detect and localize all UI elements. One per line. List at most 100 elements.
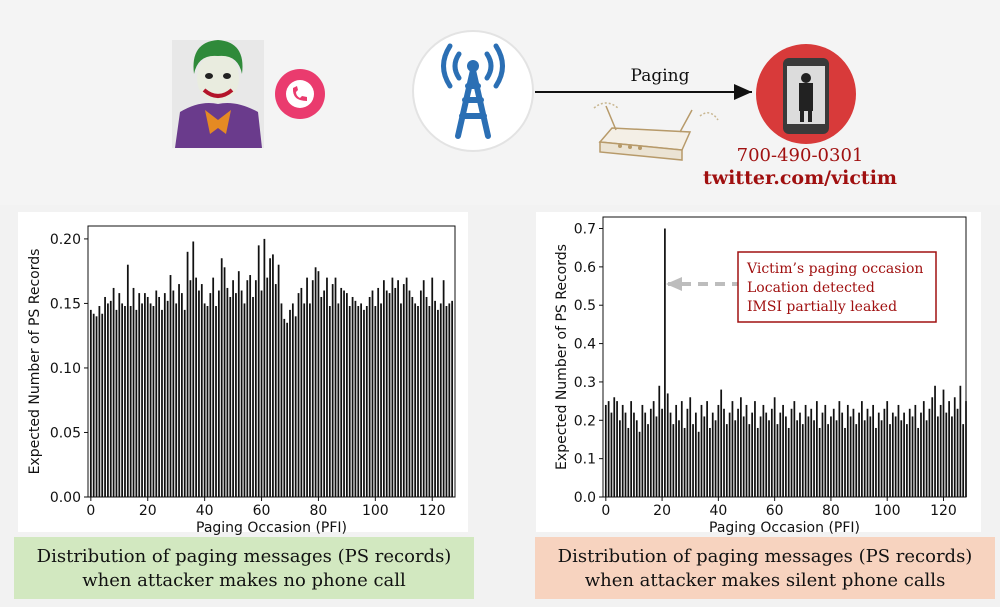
router-icon (593, 102, 719, 161)
left-chart-bar-120 (431, 277, 434, 497)
right-chart-bar-9 (630, 401, 633, 497)
right-chart-bar-13 (641, 404, 644, 497)
left-chart-bar-23 (155, 290, 158, 497)
left-chart-bar-46 (220, 258, 223, 497)
left-chart-bar-70 (289, 309, 291, 497)
annotation-line-2: Location detected (747, 280, 875, 296)
victim-phone-icon (756, 44, 856, 144)
right-chart-xtick-label-60: 60 (766, 503, 784, 519)
left-chart-bar-82 (323, 290, 326, 497)
left-chart-bar-56 (249, 275, 252, 497)
left-chart-bar-107 (394, 287, 397, 497)
left-chart-bar-44 (215, 306, 217, 497)
left-chart-bar-18 (141, 303, 143, 497)
right-chart-bar-115 (928, 408, 931, 497)
left-chart-bar-97 (365, 306, 368, 497)
right-chart-bar-83 (838, 401, 841, 497)
right-chart-bar-17 (652, 401, 655, 497)
right-chart-bar-18 (655, 416, 658, 497)
right-chart-bar-55 (759, 416, 762, 497)
left-chart-ytick-label-1: 0.05 (50, 425, 81, 441)
right-chart-bar-120 (942, 389, 945, 497)
left-chart-xtick-label-20: 20 (139, 503, 157, 519)
right-chart-bar-25 (675, 404, 678, 497)
right-chart-bar-118 (936, 416, 939, 497)
left-chart-bar-13 (126, 264, 129, 497)
left-chart-bar-58 (254, 280, 257, 497)
left-chart-bar-20 (146, 296, 149, 497)
right-chart-bar-76 (818, 427, 821, 497)
right-chart-bar-46 (734, 420, 737, 497)
right-chart-bar-62 (779, 412, 782, 497)
left-chart-ytick-label-3: 0.15 (50, 296, 81, 312)
victim-annotation: Victim’s paging occasion Location detect… (666, 251, 937, 323)
left-chart-bar-115 (417, 306, 419, 497)
right-caption: Distribution of paging messages (PS reco… (535, 537, 995, 599)
right-chart-bar-61 (776, 424, 779, 497)
right-chart-bar-112 (920, 412, 922, 497)
left-chart-xlabel: Paging Occasion (PFI) (196, 520, 347, 536)
left-chart-bar-30 (175, 303, 178, 497)
right-chart-bar-104 (897, 404, 900, 497)
left-chart-bar-61 (263, 238, 266, 497)
right-chart-bar-84 (841, 412, 844, 497)
left-chart-bar-111 (405, 277, 408, 497)
right-chart-bar-78 (824, 404, 827, 497)
left-chart-bar-27 (166, 300, 169, 497)
joker-attacker-icon (172, 40, 264, 148)
left-chart-bar-118 (425, 296, 428, 497)
left-chart-bar-123 (439, 303, 442, 497)
left-chart-bar-52 (237, 271, 240, 497)
right-chart-bar-82 (835, 420, 838, 497)
left-chart-bar-124 (442, 280, 445, 497)
left-chart-bar-54 (243, 303, 246, 497)
right-chart-bar-69 (799, 412, 801, 497)
right-chart-bar-34 (700, 404, 703, 497)
left-chart-bar-104 (385, 290, 388, 497)
left-chart-bar-3 (98, 306, 101, 497)
right-chart-bar-57 (765, 412, 768, 497)
right-chart-bar-33 (697, 431, 700, 497)
left-chart-bar-31 (178, 284, 180, 497)
right-chart-bar-100 (886, 401, 889, 497)
right-chart-bar-77 (821, 412, 824, 497)
left-chart-bar-59 (257, 245, 260, 497)
left-chart-bar-81 (320, 296, 323, 497)
right-chart-ytick-label-7: 0.7 (574, 222, 596, 238)
right-chart-bar-52 (751, 412, 754, 497)
left-chart-ytick-label-4: 0.20 (50, 232, 81, 248)
right-chart-bar-98 (880, 420, 883, 497)
right-chart-bar-113 (922, 401, 925, 497)
left-caption-line-2: when attacker makes no phone call (82, 570, 406, 591)
left-chart-bar-101 (377, 287, 380, 497)
left-chart-bar-14 (129, 306, 132, 497)
left-chart-xtick-label-80: 80 (310, 503, 328, 519)
annotation-line-3: IMSI partially leaked (747, 299, 897, 315)
left-chart-bar-80 (317, 271, 320, 497)
left-chart-bar-36 (192, 241, 195, 497)
right-chart-bar-108 (908, 408, 911, 497)
left-chart-bar-63 (269, 258, 271, 497)
right-chart-ytick-label-4: 0.4 (574, 337, 596, 353)
right-chart-bar-89 (855, 424, 858, 497)
right-chart-bar-50 (745, 404, 748, 497)
left-chart-bar-67 (280, 303, 283, 497)
right-chart-bar-126 (959, 385, 962, 497)
right-chart-bar-105 (900, 420, 903, 497)
right-chart-bar-0 (604, 404, 607, 497)
right-chart-bar-27 (680, 401, 683, 497)
left-chart-bar-112 (408, 290, 411, 497)
left-chart-bar-0 (89, 309, 92, 497)
phone-call-icon (275, 69, 325, 119)
left-chart-bar-55 (246, 280, 249, 497)
left-chart-bar-91 (348, 306, 351, 497)
right-chart-bar-4 (616, 401, 618, 497)
right-chart-ytick-label-5: 0.5 (574, 298, 596, 314)
left-chart-bar-21 (149, 303, 152, 497)
left-caption: Distribution of paging messages (PS reco… (14, 537, 474, 599)
left-chart-bar-94 (357, 306, 360, 497)
right-chart-bar-26 (678, 420, 680, 497)
left-chart-plot-frame (87, 225, 456, 498)
left-chart-bar-41 (206, 306, 209, 497)
right-chart-bar-96 (875, 427, 877, 497)
